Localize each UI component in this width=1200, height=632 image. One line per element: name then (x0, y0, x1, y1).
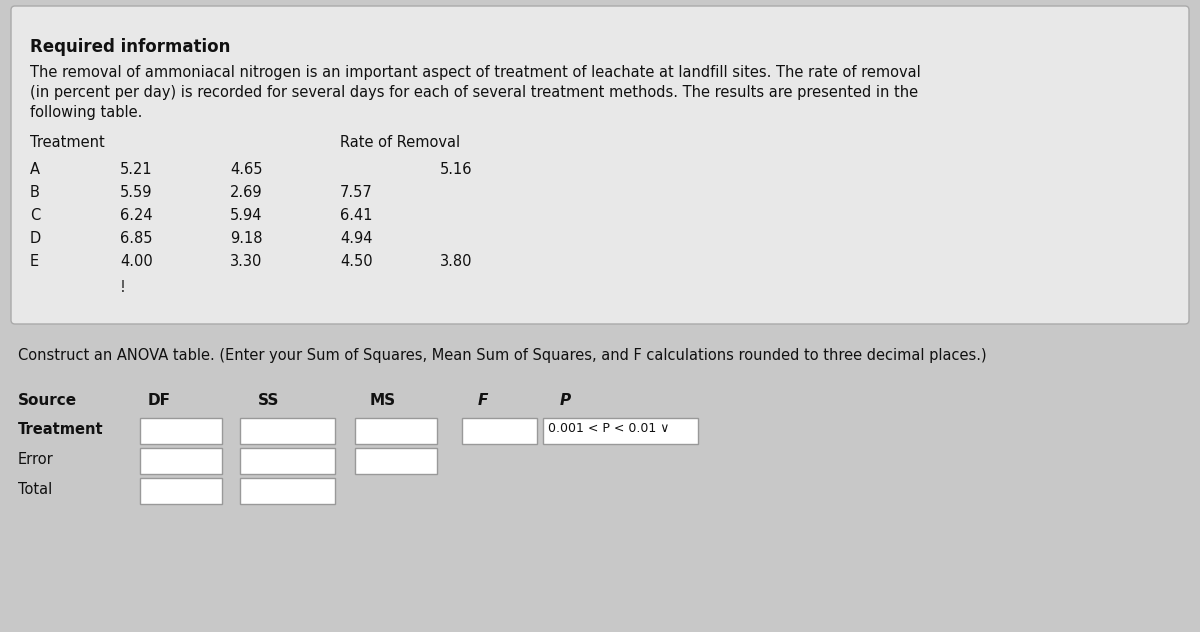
Text: !: ! (120, 280, 126, 295)
Text: DF: DF (148, 393, 172, 408)
Text: Construct an ANOVA table. (Enter your Sum of Squares, Mean Sum of Squares, and F: Construct an ANOVA table. (Enter your Su… (18, 348, 986, 363)
Text: 5.59: 5.59 (120, 185, 152, 200)
Bar (542, 418, 698, 444)
Text: 4.65: 4.65 (230, 162, 263, 177)
Bar (140, 418, 222, 444)
Bar (355, 448, 437, 474)
Text: C: C (30, 208, 41, 223)
Bar (355, 418, 437, 444)
Text: Source: Source (18, 393, 77, 408)
Text: P: P (560, 393, 571, 408)
Text: 9.18: 9.18 (230, 231, 263, 246)
Text: SS: SS (258, 393, 280, 408)
Text: 4.94: 4.94 (340, 231, 372, 246)
Bar (140, 478, 222, 504)
Text: 5.21: 5.21 (120, 162, 152, 177)
Text: D: D (30, 231, 41, 246)
Text: B: B (30, 185, 40, 200)
FancyBboxPatch shape (11, 6, 1189, 324)
Bar (240, 478, 335, 504)
Text: 0.001 < P < 0.01 ∨: 0.001 < P < 0.01 ∨ (548, 422, 670, 435)
Text: 2.69: 2.69 (230, 185, 263, 200)
Text: 3.80: 3.80 (440, 254, 473, 269)
Text: Rate of Removal: Rate of Removal (340, 135, 460, 150)
Text: Required information: Required information (30, 38, 230, 56)
Text: Total: Total (18, 482, 53, 497)
Text: MS: MS (370, 393, 396, 408)
Text: Error: Error (18, 452, 54, 467)
Text: E: E (30, 254, 40, 269)
Bar (240, 418, 335, 444)
Text: 4.00: 4.00 (120, 254, 152, 269)
Text: F: F (478, 393, 488, 408)
Text: following table.: following table. (30, 105, 143, 120)
Text: Treatment: Treatment (30, 135, 104, 150)
Text: (in percent per day) is recorded for several days for each of several treatment : (in percent per day) is recorded for sev… (30, 85, 918, 100)
Bar (140, 448, 222, 474)
Text: 3.30: 3.30 (230, 254, 263, 269)
Text: 6.85: 6.85 (120, 231, 152, 246)
Bar (462, 418, 538, 444)
Text: 5.94: 5.94 (230, 208, 263, 223)
Text: 5.16: 5.16 (440, 162, 473, 177)
Text: Treatment: Treatment (18, 422, 103, 437)
Text: 6.41: 6.41 (340, 208, 372, 223)
Text: 7.57: 7.57 (340, 185, 373, 200)
Text: The removal of ammoniacal nitrogen is an important aspect of treatment of leacha: The removal of ammoniacal nitrogen is an… (30, 65, 920, 80)
Text: 4.50: 4.50 (340, 254, 373, 269)
Bar (240, 448, 335, 474)
Text: 6.24: 6.24 (120, 208, 152, 223)
Text: A: A (30, 162, 40, 177)
